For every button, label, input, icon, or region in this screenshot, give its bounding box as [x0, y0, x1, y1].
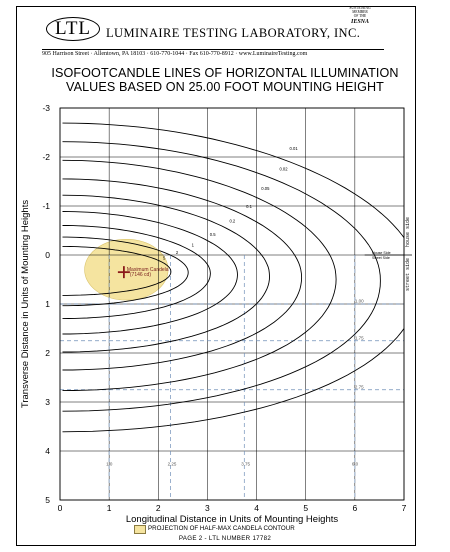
isofootcandle-contour: [62, 122, 404, 433]
member-line: MEMBER: [352, 10, 368, 15]
x-axis-label: Longitudinal Distance in Units of Mounti…: [126, 514, 339, 525]
house-side-label: House Side: [372, 251, 391, 255]
contour-label: 0.05: [261, 186, 270, 191]
y-tick-label: -3: [42, 103, 50, 113]
x-tick-label: 7: [402, 503, 407, 513]
y-tick-label: 4: [45, 446, 50, 456]
member-line: SUSTAINING: [349, 6, 371, 10]
isofootcandle-contour: [62, 245, 172, 296]
dashed-col-label: 3.75: [241, 462, 250, 467]
company-name: LUMINAIRE TESTING LABORATORY, INC.: [106, 26, 361, 40]
y-tick-label: 5: [45, 495, 50, 505]
dashed-col-label: 6.0: [352, 462, 359, 467]
contour-group: 0.01 0.02 0.05 0.1 0.2 0.5 1 2 5: [62, 122, 404, 433]
street-side-vertical: street side: [405, 258, 411, 291]
contour-label: 1: [192, 242, 195, 247]
isofootcandle-contour: [62, 225, 211, 320]
chart-title-line1: ISOFOOTCANDLE LINES OF HORIZONTAL ILLUMI…: [51, 66, 399, 80]
company-address: 905 Harrison Street · Allentown, PA 1810…: [42, 51, 308, 57]
plot-frame: [59, 107, 405, 501]
contour-label: 5: [163, 256, 166, 261]
isofootcandle-contour: [62, 194, 270, 353]
x-tick-label: 0: [58, 503, 63, 513]
isofootcandle-contour: [62, 159, 337, 392]
isofootcandle-contour: [62, 178, 303, 371]
contour-label: 0.01: [290, 146, 299, 151]
house-side-vertical: house side: [405, 217, 411, 247]
isofootcandle-contour: [62, 141, 381, 412]
x-tick-label: 3: [205, 503, 210, 513]
dashed-col-label: 2.25: [168, 462, 177, 467]
dashed-row-label: 1.00: [355, 299, 364, 304]
x-tick-label: 5: [303, 503, 308, 513]
contour-label: 0.2: [229, 219, 235, 224]
contour-label: 0.02: [279, 166, 288, 171]
x-tick-label: 1: [107, 503, 112, 513]
x-tick-label: 4: [254, 503, 259, 513]
x-tick-label: 2: [156, 503, 161, 513]
x-tick-label: 6: [352, 503, 357, 513]
contour-label: 0.5: [210, 232, 216, 237]
isofootcandle-contour: [62, 211, 238, 335]
contour-label: 2: [176, 250, 179, 255]
legend-label: PROJECTION OF HALF-MAX CANDELA CONTOUR: [148, 525, 295, 532]
y-tick-label: 3: [45, 397, 50, 407]
y-tick-label: 1: [45, 299, 50, 309]
isofootcandle-contour: [62, 236, 189, 307]
y-axis-label: Transverse Distance in Units of Mounting…: [20, 200, 31, 408]
report-page: [16, 6, 416, 546]
page-footer: PAGE 2 - LTL NUMBER 17782: [178, 535, 272, 542]
contour-label: 0.1: [246, 204, 252, 209]
iesna-member-badge: SUSTAINING MEMBER of the IESNA: [338, 6, 382, 26]
y-tick-label: -2: [42, 152, 50, 162]
chart-title-line2: VALUES BASED ON 25.00 FOOT MOUNTING HEIG…: [66, 80, 384, 94]
dashed-col-label: 1.0: [106, 462, 113, 467]
legend-swatch: [134, 525, 146, 534]
member-line: of the: [353, 14, 367, 19]
half-max-projection: [84, 239, 169, 301]
street-side-label: Street Side: [372, 256, 390, 260]
ltl-logo: LTL: [46, 17, 100, 41]
header-rule: [42, 49, 384, 50]
y-tick-label: -1: [42, 201, 50, 211]
max-candela-label: Maximum Candela: [127, 267, 169, 273]
member-org: IESNA: [350, 18, 369, 25]
dashed-row-label: 1.75: [355, 335, 364, 340]
dashed-row-label: 2.75: [355, 384, 364, 389]
max-candela-value: (7146 cd): [130, 272, 151, 278]
y-tick-label: 2: [45, 348, 50, 358]
y-tick-label: 0: [45, 250, 50, 260]
